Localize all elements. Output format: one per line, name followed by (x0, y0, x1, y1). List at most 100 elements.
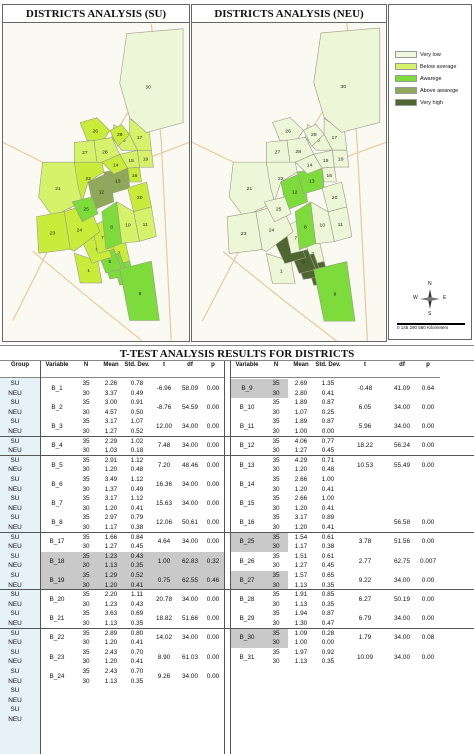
left-n: 30 (82, 408, 90, 416)
right-p: 0.00 (421, 423, 435, 431)
left-p: 0.46 (206, 576, 220, 584)
left-df: 51.66 (182, 615, 198, 623)
right-t: 5.96 (358, 423, 372, 431)
left-sd: 0.50 (130, 408, 144, 416)
district-label: 17 (137, 135, 143, 141)
right-n: 30 (272, 600, 280, 608)
legend-label: Very high (420, 99, 443, 106)
left-n: 30 (82, 389, 90, 397)
left-n: 35 (82, 495, 90, 503)
left-n: 35 (82, 380, 90, 387)
right-n: 35 (272, 476, 280, 483)
map-su: 1234567891011121314151617181920212223242… (3, 23, 189, 341)
left-n: 35 (82, 533, 90, 541)
left-n: 35 (82, 648, 90, 656)
right-n: 35 (272, 418, 280, 426)
left-p: 0.32 (206, 557, 220, 565)
right-n: 30 (272, 562, 280, 570)
left-sd: 0.43 (130, 600, 144, 608)
right-sd: 0.92 (321, 648, 335, 656)
left-sd: 0.78 (130, 380, 144, 387)
left-p: 0.00 (206, 442, 220, 450)
right-p: 0.00 (421, 596, 435, 603)
district-label: 11 (143, 222, 148, 228)
left-mean: 3.63 (104, 610, 118, 618)
right-mean: 1.89 (294, 418, 308, 426)
left-sd: 0.70 (130, 668, 144, 675)
district-label: 8 (110, 225, 113, 231)
district-9 (313, 261, 356, 322)
district-26 (272, 117, 304, 143)
right-mean: 1.17 (294, 543, 308, 551)
right-mean: 1.27 (294, 562, 308, 570)
left-p: 0.00 (206, 538, 220, 546)
left-df: 34.00 (182, 480, 198, 488)
right-t: -0.48 (357, 384, 373, 392)
group-label: NEU (8, 677, 22, 685)
district-label: 22 (85, 176, 91, 182)
left-mean: 1.23 (104, 600, 118, 608)
right-df: 34.00 (394, 615, 410, 623)
map-title-neu: DISTRICTS ANALYSIS (NEU) (192, 5, 386, 23)
table-header-left: Variable (40, 361, 74, 378)
right-variable: B_10 (239, 404, 255, 411)
left-p: 0.00 (206, 596, 220, 603)
right-df: 51.56 (394, 538, 410, 546)
right-n: 30 (272, 447, 280, 455)
left-n: 35 (82, 456, 90, 464)
right-sd: 0.00 (321, 639, 335, 647)
district-label: 26 (285, 129, 291, 135)
left-sd: 0.48 (130, 466, 144, 474)
left-df: 34.00 (182, 538, 198, 546)
right-n: 30 (272, 581, 280, 589)
right-p (416, 499, 440, 508)
district-label: 23 (241, 231, 247, 237)
district-label: 22 (278, 176, 284, 182)
right-n: 30 (272, 504, 280, 512)
right-mean: 2.69 (294, 380, 308, 387)
group-label: SU (10, 687, 20, 695)
right-p: 0.00 (421, 519, 435, 527)
right-p: 0.00 (421, 442, 435, 450)
road-line (222, 251, 337, 341)
left-sd: 0.41 (130, 581, 144, 589)
left-mean: 1.13 (104, 677, 118, 685)
right-n: 35 (272, 514, 280, 522)
left-n: 35 (82, 514, 90, 522)
legend-item: Below average (395, 63, 456, 70)
group-label: NEU (8, 658, 22, 666)
left-df: 54.59 (182, 404, 198, 411)
legend-label: Below average (420, 63, 457, 70)
right-sd: 0.48 (321, 466, 335, 474)
right-p: 0.08 (421, 634, 435, 642)
district-label: 13 (115, 178, 121, 184)
right-sd: 0.41 (321, 389, 335, 397)
district-19 (137, 150, 154, 168)
right-sd: 0.35 (321, 658, 335, 666)
left-df: 62.83 (182, 557, 198, 565)
left-sd: 0.41 (130, 504, 144, 512)
right-sd: 0.25 (321, 408, 335, 416)
district-9 (119, 260, 160, 321)
table-divider (0, 589, 474, 591)
legend-item: Above awarege (395, 87, 458, 94)
district-26 (79, 117, 111, 143)
right-df: 62.75 (394, 557, 410, 565)
district-label: 13 (309, 179, 315, 185)
group-label: NEU (8, 485, 22, 493)
left-variable: B_7 (51, 500, 63, 507)
left-sd: 0.35 (130, 562, 144, 570)
group-column-bg (0, 378, 40, 754)
district-label: 11 (338, 222, 344, 228)
right-mean: 3.17 (294, 514, 308, 522)
highlight-row (40, 571, 224, 591)
left-sd: 1.12 (130, 456, 144, 464)
left-mean: 1.29 (104, 572, 118, 579)
right-mean: 1.13 (294, 600, 308, 608)
right-t: 6.05 (358, 404, 372, 411)
left-p: 0.00 (206, 384, 220, 392)
right-p: 0.007 (420, 557, 436, 565)
left-variable: B_22 (49, 634, 65, 642)
right-p: 0.00 (421, 653, 435, 661)
table-header-right: df (388, 361, 416, 378)
